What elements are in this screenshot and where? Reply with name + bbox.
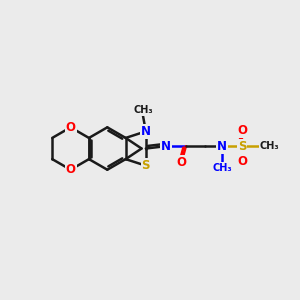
Text: O: O <box>66 163 76 176</box>
Text: CH₃: CH₃ <box>259 141 279 151</box>
Text: O: O <box>237 124 247 137</box>
Text: O: O <box>237 155 247 168</box>
Text: S: S <box>142 159 150 172</box>
Text: N: N <box>217 140 227 153</box>
Text: O: O <box>176 156 187 169</box>
Text: N: N <box>161 140 171 153</box>
Text: CH₃: CH₃ <box>212 163 232 173</box>
Text: CH₃: CH₃ <box>133 105 153 115</box>
Text: O: O <box>66 121 76 134</box>
Text: S: S <box>238 140 246 153</box>
Text: N: N <box>141 125 151 138</box>
